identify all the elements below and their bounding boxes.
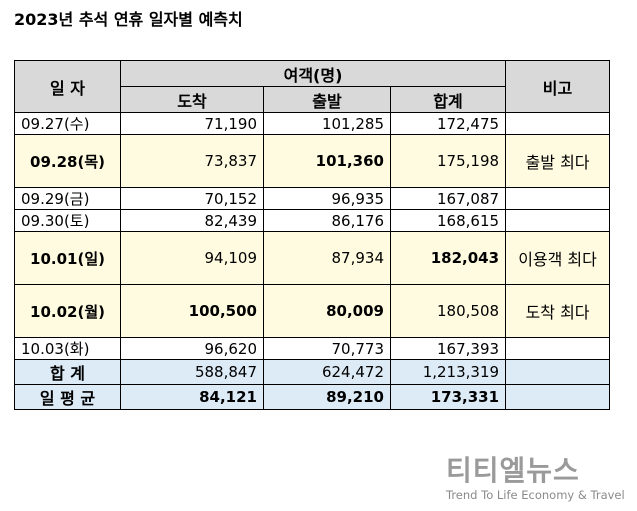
arrival-cell: 82,439 — [121, 210, 264, 232]
note-cell — [506, 338, 610, 360]
departure-cell: 70,773 — [264, 338, 391, 360]
sum-total: 1,213,319 — [391, 360, 506, 385]
logo-name: 티티엘뉴스 — [446, 456, 625, 486]
departure-cell: 87,934 — [264, 232, 391, 285]
arrival-cell: 73,837 — [121, 135, 264, 188]
table-row: 10.03(화) 96,620 70,773 167,393 — [15, 338, 610, 360]
note-cell: 이용객 최다 — [506, 232, 610, 285]
header-row-1: 일 자 여객(명) 비고 — [15, 61, 610, 87]
departure-cell: 101,360 — [264, 135, 391, 188]
date-cell: 10.01(일) — [15, 232, 121, 285]
total-cell: 167,393 — [391, 338, 506, 360]
sum-departure: 624,472 — [264, 360, 391, 385]
average-note — [506, 385, 610, 410]
departure-cell: 86,176 — [264, 210, 391, 232]
total-cell: 168,615 — [391, 210, 506, 232]
date-header: 일 자 — [15, 61, 121, 113]
arrival-cell: 96,620 — [121, 338, 264, 360]
passenger-group-header: 여객(명) — [121, 61, 506, 87]
note-cell — [506, 113, 610, 135]
total-cell: 182,043 — [391, 232, 506, 285]
table-row: 09.29(금) 70,152 96,935 167,087 — [15, 188, 610, 210]
date-cell: 09.30(토) — [15, 210, 121, 232]
departure-cell: 80,009 — [264, 285, 391, 338]
table-row: 09.30(토) 82,439 86,176 168,615 — [15, 210, 610, 232]
sum-arrival: 588,847 — [121, 360, 264, 385]
table-row-highlight: 10.01(일) 94,109 87,934 182,043 이용객 최다 — [15, 232, 610, 285]
date-cell: 10.02(월) — [15, 285, 121, 338]
logo-tagline: Trend To Life Economy & Travel — [446, 488, 625, 502]
average-arrival: 84,121 — [121, 385, 264, 410]
arrival-header: 도착 — [121, 87, 264, 113]
sum-note — [506, 360, 610, 385]
note-cell: 도착 최다 — [506, 285, 610, 338]
departure-cell: 101,285 — [264, 113, 391, 135]
arrival-cell: 100,500 — [121, 285, 264, 338]
date-cell: 09.28(목) — [15, 135, 121, 188]
departure-header: 출발 — [264, 87, 391, 113]
arrival-cell: 94,109 — [121, 232, 264, 285]
date-cell: 10.03(화) — [15, 338, 121, 360]
table-row-highlight: 09.28(목) 73,837 101,360 175,198 출발 최다 — [15, 135, 610, 188]
note-header: 비고 — [506, 61, 610, 113]
average-departure: 89,210 — [264, 385, 391, 410]
total-cell: 172,475 — [391, 113, 506, 135]
note-cell — [506, 210, 610, 232]
total-cell: 175,198 — [391, 135, 506, 188]
page-title: 2023년 추석 연휴 일자별 예측치 — [14, 6, 243, 30]
watermark-logo: 티티엘뉴스 Trend To Life Economy & Travel — [446, 456, 625, 502]
average-row: 일 평 균 84,121 89,210 173,331 — [15, 385, 610, 410]
average-label: 일 평 균 — [15, 385, 121, 410]
table-row: 09.27(수) 71,190 101,285 172,475 — [15, 113, 610, 135]
total-header: 합계 — [391, 87, 506, 113]
arrival-cell: 71,190 — [121, 113, 264, 135]
sum-row: 합 계 588,847 624,472 1,213,319 — [15, 360, 610, 385]
note-cell: 출발 최다 — [506, 135, 610, 188]
date-cell: 09.29(금) — [15, 188, 121, 210]
average-total: 173,331 — [391, 385, 506, 410]
table-row-highlight: 10.02(월) 100,500 80,009 180,508 도착 최다 — [15, 285, 610, 338]
date-cell: 09.27(수) — [15, 113, 121, 135]
sum-label: 합 계 — [15, 360, 121, 385]
total-cell: 167,087 — [391, 188, 506, 210]
arrival-cell: 70,152 — [121, 188, 264, 210]
forecast-table: 일 자 여객(명) 비고 도착 출발 합계 09.27(수) 71,190 10… — [14, 60, 610, 410]
note-cell — [506, 188, 610, 210]
total-cell: 180,508 — [391, 285, 506, 338]
departure-cell: 96,935 — [264, 188, 391, 210]
